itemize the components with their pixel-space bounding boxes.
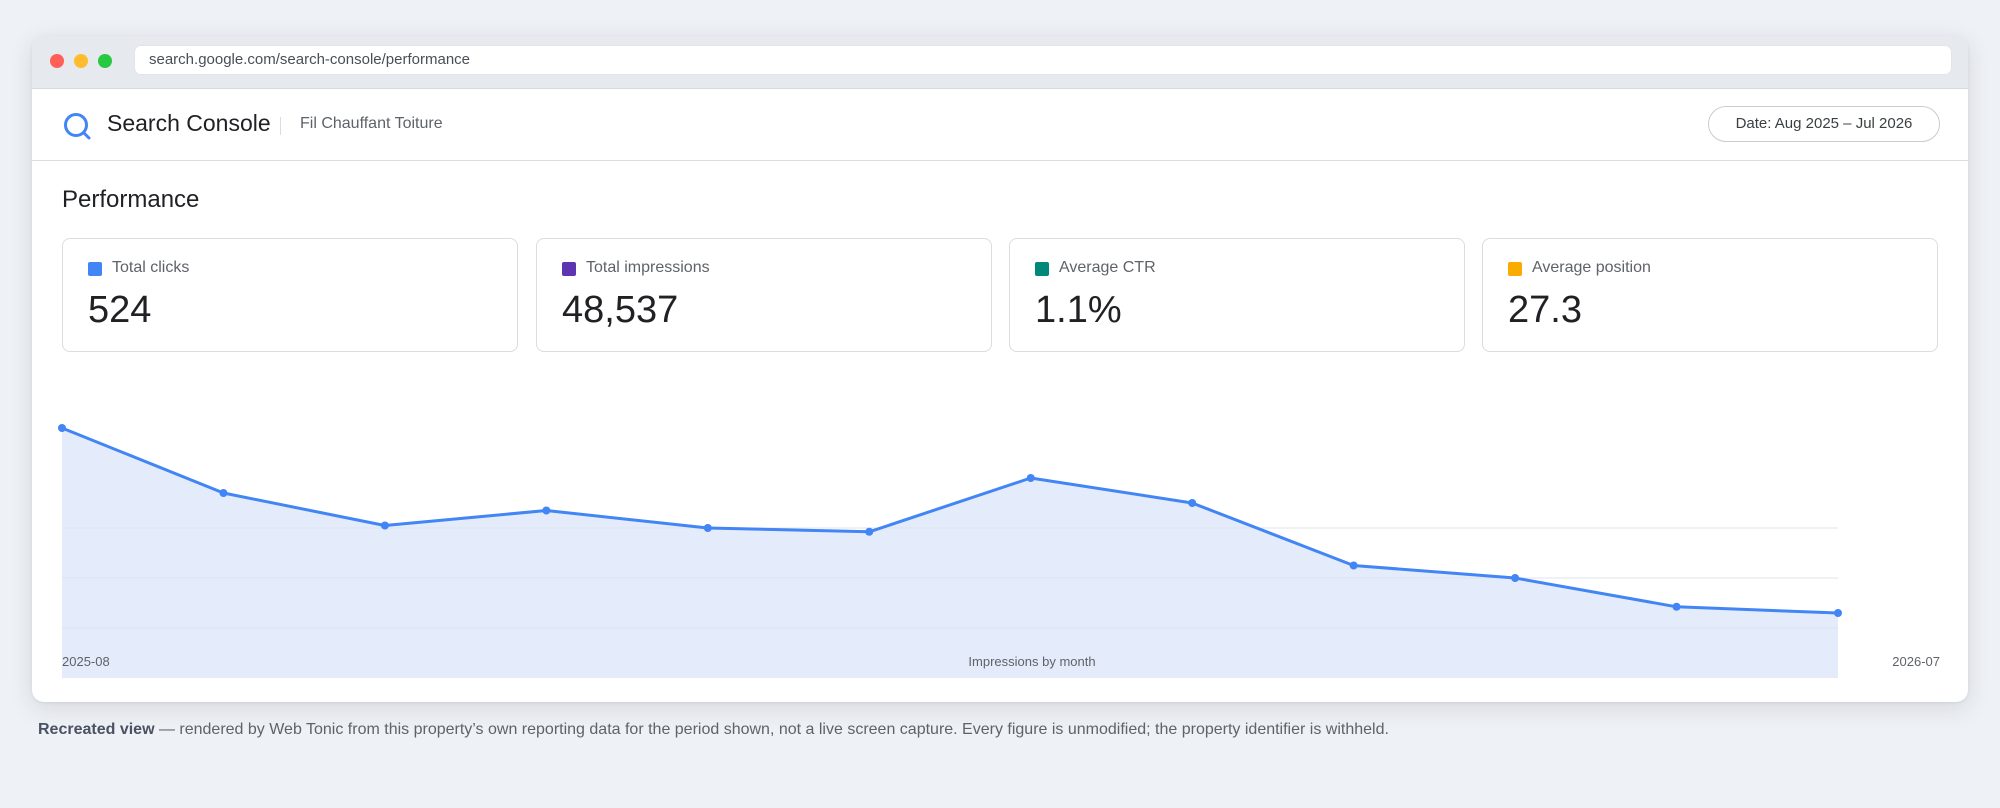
metric-label: Total impressions bbox=[586, 259, 710, 276]
data-point bbox=[219, 489, 228, 497]
metric-swatch bbox=[1035, 262, 1049, 276]
series-area bbox=[62, 428, 1838, 678]
search-console-logo-icon bbox=[64, 113, 91, 140]
address-bar[interactable]: search.google.com/search-console/perform… bbox=[134, 45, 1952, 75]
footer-caption: Recreated view — rendered by Web Tonic f… bbox=[38, 721, 1389, 739]
data-point bbox=[1672, 602, 1681, 611]
data-point bbox=[1026, 474, 1035, 482]
data-point bbox=[58, 424, 66, 432]
date-range-button[interactable]: Date: Aug 2025 – Jul 2026 bbox=[1708, 106, 1940, 142]
caption-bold: Recreated view bbox=[38, 721, 155, 738]
metric-swatch bbox=[562, 262, 576, 276]
app-title: Search Console bbox=[107, 110, 271, 136]
metric-swatch bbox=[1508, 262, 1522, 276]
metric-label: Average position bbox=[1532, 259, 1651, 276]
data-point bbox=[703, 524, 712, 532]
data-point bbox=[1188, 499, 1197, 507]
page-title: Performance bbox=[62, 186, 200, 213]
impressions-chart bbox=[58, 424, 1842, 678]
data-point bbox=[865, 527, 874, 536]
metric-value: 1.1% bbox=[1035, 289, 1122, 331]
metric-card-total-clicks[interactable]: Total clicks 524 bbox=[62, 238, 518, 352]
property-name[interactable]: Fil Chauffant Toiture bbox=[300, 115, 443, 132]
browser-titlebar: search.google.com/search-console/perform… bbox=[32, 36, 1968, 89]
maximize-window-button[interactable] bbox=[98, 54, 112, 68]
x-tick-label-end: 2026-07 bbox=[1892, 654, 1940, 669]
data-point bbox=[1511, 574, 1520, 582]
metric-value: 27.3 bbox=[1508, 289, 1582, 331]
metric-value: 48,537 bbox=[562, 289, 679, 331]
x-tick-label-start: 2025-08 bbox=[62, 654, 110, 669]
browser-window: search.google.com/search-console/perform… bbox=[32, 36, 1968, 702]
series-line bbox=[61, 426, 1839, 615]
metric-label: Total clicks bbox=[112, 259, 190, 276]
data-point bbox=[542, 506, 551, 515]
header-divider bbox=[280, 117, 281, 135]
caption-text: — rendered by Web Tonic from this proper… bbox=[154, 721, 1389, 738]
metric-value: 524 bbox=[88, 289, 152, 331]
metric-card-average-position[interactable]: Average position 27.3 bbox=[1482, 238, 1938, 352]
minimize-window-button[interactable] bbox=[74, 54, 88, 68]
x-axis-label: Impressions by month bbox=[968, 654, 1096, 669]
app-header: Search Console Fil Chauffant Toiture Dat… bbox=[32, 89, 1968, 161]
metric-label: Average CTR bbox=[1059, 259, 1156, 276]
close-window-button[interactable] bbox=[50, 54, 64, 68]
data-point bbox=[1349, 561, 1358, 570]
metric-card-total-impressions[interactable]: Total impressions 48,537 bbox=[536, 238, 992, 352]
metric-card-average-ctr[interactable]: Average CTR 1.1% bbox=[1009, 238, 1465, 352]
data-point bbox=[380, 521, 389, 530]
metric-swatch bbox=[88, 262, 102, 276]
data-point bbox=[1834, 609, 1842, 617]
